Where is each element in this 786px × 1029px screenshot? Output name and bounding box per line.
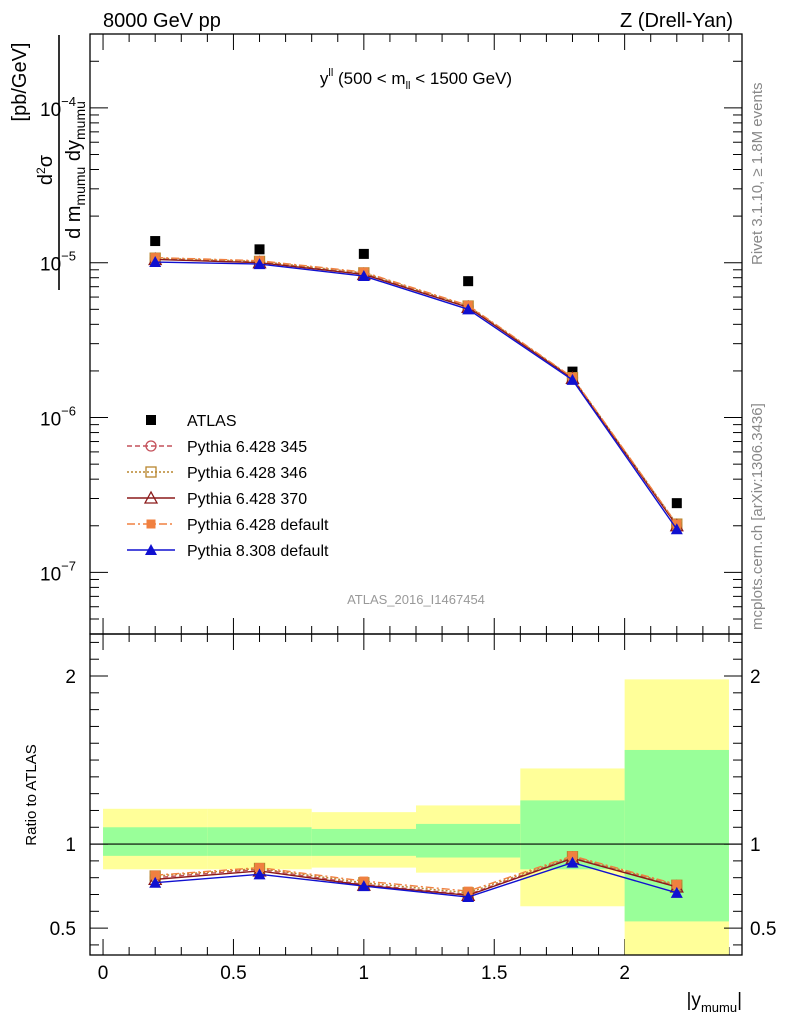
data-point — [462, 303, 475, 315]
series-p345 — [149, 253, 683, 532]
header-left: 8000 GeV pp — [103, 10, 221, 32]
svg-text:d mmumu dymumu: d mmumu dymumu — [63, 101, 88, 239]
ratio-point — [150, 870, 160, 880]
ratio-band-inner — [311, 828, 416, 856]
data-point — [670, 523, 683, 535]
ratio-y-tick-label: 2 — [750, 667, 761, 688]
x-tick-label: 1.5 — [481, 963, 507, 984]
main-y-tick-label: 10−5 — [40, 249, 76, 276]
legend-entry: Pythia 6.428 346 — [127, 465, 307, 482]
legend-entry: Pythia 6.428 345 — [127, 439, 307, 456]
series-line — [155, 258, 678, 527]
legend-entry: ATLAS — [146, 413, 237, 430]
series-pdef6 — [150, 253, 682, 529]
ratio-y-tick-label: 1 — [65, 835, 76, 856]
svg-text:[pb/GeV]: [pb/GeV] — [9, 43, 31, 122]
main-panel: 10−4 10−5 10−6 10−7 — [40, 33, 743, 955]
ratio-line — [155, 861, 677, 898]
ratio-point — [253, 868, 266, 880]
legend-label: Pythia 6.428 default — [187, 517, 329, 534]
ratio-y-tick-label: 0.5 — [750, 919, 776, 940]
ratio-y-tick-label: 0.5 — [50, 919, 76, 940]
series-p370 — [148, 252, 684, 532]
ratio-ylabel: Ratio to ATLAS — [23, 744, 40, 845]
data-point — [150, 236, 161, 247]
legend-label: ATLAS — [187, 413, 237, 430]
series-line — [155, 258, 678, 527]
header-right: Z (Drell-Yan) — [620, 10, 733, 32]
series-p346 — [149, 252, 683, 530]
x-axis-label: |ymumu| — [687, 990, 743, 1015]
series-line — [155, 261, 678, 530]
series-line — [155, 257, 678, 525]
x-tick-label: 0.5 — [220, 963, 246, 984]
series-pdef8 — [149, 256, 683, 535]
legend-marker — [145, 544, 157, 555]
data-point — [149, 256, 162, 268]
ratio-point — [672, 879, 682, 889]
ratio-line — [155, 857, 677, 897]
ratio-point — [149, 876, 162, 888]
ratio-line — [155, 855, 677, 892]
legend-marker — [146, 415, 156, 425]
svg-text:d2σ: d2σ — [34, 154, 57, 185]
legend-marker — [143, 490, 159, 504]
legend-marker — [145, 440, 157, 452]
legend-label: Pythia 8.308 default — [187, 543, 329, 560]
ratio-y-tick-label: 2 — [65, 667, 76, 688]
main-y-tick-label: 10−4 — [40, 94, 76, 121]
legend-label: Pythia 6.428 346 — [187, 465, 307, 482]
mcplots-label: mcplots.cern.ch [arXiv:1306.3436] — [749, 403, 766, 630]
data-point — [254, 244, 265, 255]
legend-marker — [145, 466, 157, 478]
main-ylabel: d2σ d mmumu dymumu [pb/GeV] — [9, 35, 88, 290]
ratio-point — [255, 863, 265, 873]
ratio-point — [567, 851, 577, 861]
main-y-tick-label: 10−6 — [40, 404, 76, 431]
plot-title: yll (500 < mll < 1500 GeV) — [320, 67, 512, 92]
analysis-label: ATLAS_2016_I1467454 — [347, 592, 485, 607]
series-line — [155, 256, 678, 525]
ratio-line — [155, 856, 677, 896]
x-tick-label: 0 — [98, 963, 109, 984]
ratio-point — [566, 856, 579, 868]
ratio-band-inner — [416, 823, 521, 858]
ratio-band-inner — [103, 827, 208, 856]
data-point — [357, 270, 370, 282]
ratio-panel: 0 0.5 1 1.5 2 0.5 0.5 1 1 2 2 — [50, 633, 776, 984]
legend-label: Pythia 6.428 370 — [187, 491, 307, 508]
ratio-series-pdef8 — [149, 856, 683, 903]
data-point — [463, 276, 474, 287]
legend-marker — [146, 519, 156, 529]
ratio-frame — [89, 633, 743, 956]
data-point — [253, 258, 266, 270]
ratio-band-inner — [207, 827, 312, 856]
legend-entry: Pythia 6.428 370 — [127, 490, 307, 508]
data-point — [671, 498, 682, 509]
legend-entry: Pythia 8.308 default — [127, 543, 329, 560]
x-tick-label: 2 — [619, 963, 630, 984]
data-point — [566, 373, 579, 385]
legend-entry: Pythia 6.428 default — [127, 517, 329, 534]
legend: ATLAS Pythia 6.428 345 Pythia 6.428 346 Pyt… — [127, 413, 329, 560]
main-y-tick-label: 10−7 — [40, 558, 76, 585]
x-tick-label: 1 — [359, 963, 370, 984]
rivet-label: Rivet 3.1.10, ≥ 1.8M events — [749, 83, 766, 266]
legend-label: Pythia 6.428 345 — [187, 439, 307, 456]
ratio-point — [357, 880, 370, 892]
data-point — [358, 248, 369, 259]
ratio-point — [670, 886, 683, 898]
ratio-point — [462, 891, 475, 903]
ratio-y-tick-label: 1 — [750, 835, 761, 856]
